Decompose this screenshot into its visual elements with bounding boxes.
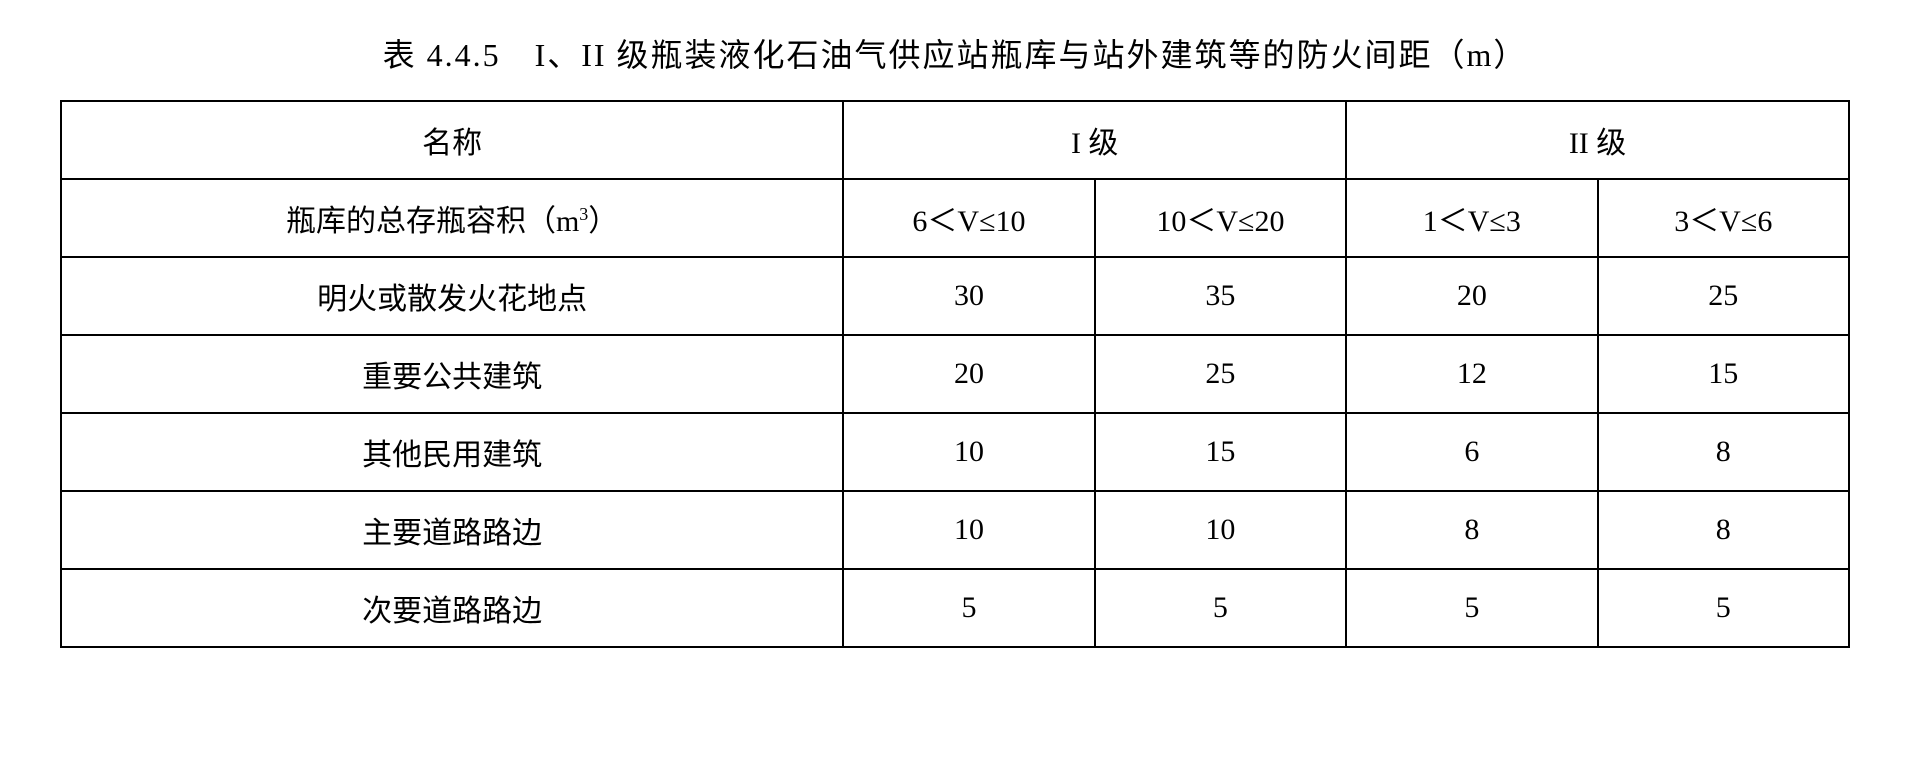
row-label: 次要道路路边 [61, 569, 843, 647]
row-label: 其他民用建筑 [61, 413, 843, 491]
subheader-col2: 10＜V≤20 [1095, 179, 1346, 257]
cell: 5 [1095, 569, 1346, 647]
level1-header: I 级 [843, 101, 1346, 179]
cell: 30 [843, 257, 1094, 335]
cell: 10 [1095, 491, 1346, 569]
cell: 15 [1598, 335, 1849, 413]
volume-label-sup: 3 [579, 204, 588, 224]
table-row: 次要道路路边 5 5 5 5 [61, 569, 1849, 647]
table-row: 重要公共建筑 20 25 12 15 [61, 335, 1849, 413]
cell: 12 [1346, 335, 1597, 413]
name-header: 名称 [61, 101, 843, 179]
cell: 5 [843, 569, 1094, 647]
cell: 20 [843, 335, 1094, 413]
cell: 8 [1598, 413, 1849, 491]
row-label: 重要公共建筑 [61, 335, 843, 413]
subheader-col4: 3＜V≤6 [1598, 179, 1849, 257]
row-label: 主要道路路边 [61, 491, 843, 569]
level2-header: II 级 [1346, 101, 1849, 179]
table-row: 其他民用建筑 10 15 6 8 [61, 413, 1849, 491]
fire-distance-table: 名称 I 级 II 级 瓶库的总存瓶容积（m3） 6＜V≤10 10＜V≤20 … [60, 100, 1850, 648]
volume-label-suffix: ） [588, 205, 618, 238]
cell: 15 [1095, 413, 1346, 491]
subheader-col3: 1＜V≤3 [1346, 179, 1597, 257]
header-row: 名称 I 级 II 级 [61, 101, 1849, 179]
table-row: 明火或散发火花地点 30 35 20 25 [61, 257, 1849, 335]
cell: 6 [1346, 413, 1597, 491]
volume-label: 瓶库的总存瓶容积（m3） [61, 179, 843, 257]
cell: 20 [1346, 257, 1597, 335]
cell: 8 [1598, 491, 1849, 569]
row-label: 明火或散发火花地点 [61, 257, 843, 335]
cell: 5 [1346, 569, 1597, 647]
cell: 10 [843, 413, 1094, 491]
subheader-row: 瓶库的总存瓶容积（m3） 6＜V≤10 10＜V≤20 1＜V≤3 3＜V≤6 [61, 179, 1849, 257]
cell: 25 [1095, 335, 1346, 413]
table-row: 主要道路路边 10 10 8 8 [61, 491, 1849, 569]
cell: 5 [1598, 569, 1849, 647]
subheader-col1: 6＜V≤10 [843, 179, 1094, 257]
table-title: 表 4.4.5 I、II 级瓶装液化石油气供应站瓶库与站外建筑等的防火间距（m） [60, 30, 1850, 76]
cell: 25 [1598, 257, 1849, 335]
volume-label-prefix: 瓶库的总存瓶容积（m [286, 205, 579, 238]
cell: 35 [1095, 257, 1346, 335]
cell: 8 [1346, 491, 1597, 569]
cell: 10 [843, 491, 1094, 569]
